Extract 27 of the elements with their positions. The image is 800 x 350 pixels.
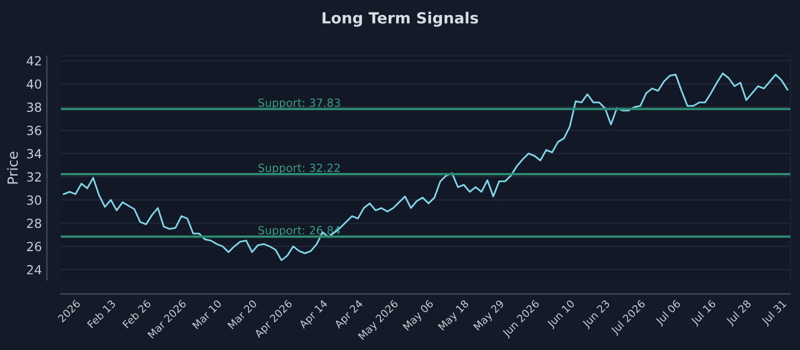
- x-tick-label: Apr 24: [334, 299, 365, 330]
- x-tick-label: Jul 06: [654, 299, 682, 327]
- y-tick-label: 24: [27, 265, 42, 274]
- x-tick-label: Jul 16: [690, 299, 718, 327]
- y-tick-label: 36: [27, 126, 42, 136]
- line-series: [62, 72, 788, 262]
- x-tick-label: Mar 10: [192, 299, 222, 330]
- x-tick-label: Jun 10: [546, 299, 576, 330]
- ref-line-label: Support: 32.22: [258, 164, 340, 174]
- y-tick-label: 42: [26, 56, 41, 66]
- y-axis-title: Price: [7, 152, 18, 184]
- x-tick-label: Jun 23: [582, 299, 612, 330]
- y-tick-label: 34: [27, 148, 42, 158]
- y-tick-label: 26: [27, 242, 42, 252]
- x-tick-label: Apr 14: [298, 299, 330, 330]
- x-tick-label: Jul 28: [725, 299, 753, 327]
- y-tick-label: 40: [26, 79, 42, 89]
- x-tick-label: Jul 31: [760, 299, 788, 327]
- y-tick-label: 30: [27, 195, 42, 205]
- chart-title: Long Term Signals: [322, 12, 478, 27]
- y-tick-label: 28: [27, 218, 42, 228]
- x-tick-label: Feb 26: [122, 299, 152, 328]
- x-tick-label: Mar 20: [227, 299, 258, 330]
- y-tick-label: 32: [27, 172, 41, 182]
- x-tick-label: Feb 13: [86, 299, 116, 328]
- y-tick-label: 38: [27, 102, 42, 112]
- ref-line-label: Support: 37.83: [258, 98, 340, 110]
